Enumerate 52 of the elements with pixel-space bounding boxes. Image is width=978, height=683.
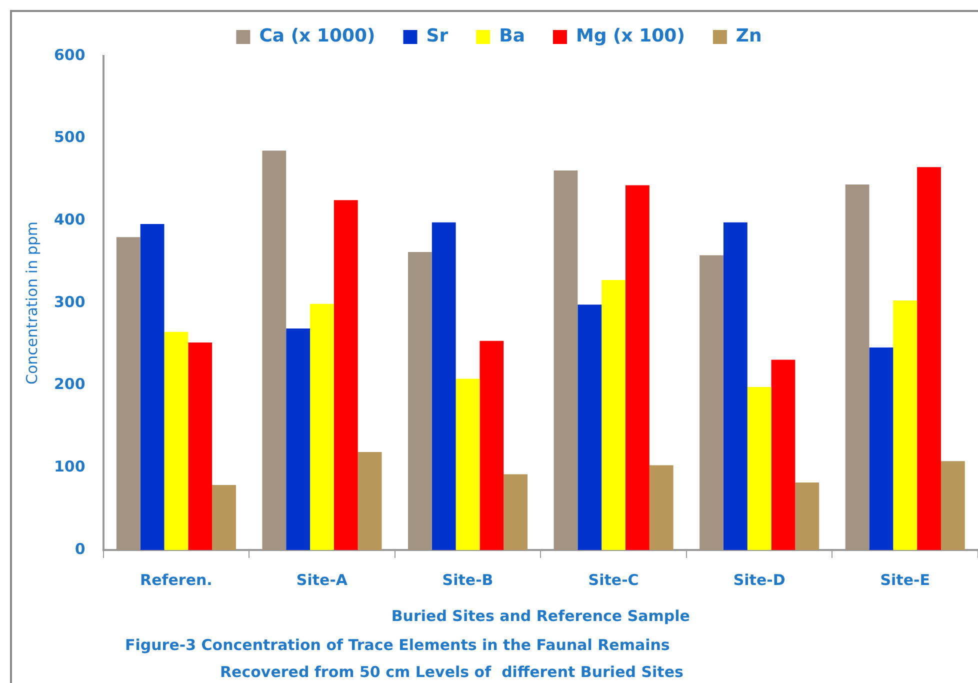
bar: [504, 474, 528, 550]
legend-label: Zn: [736, 26, 762, 47]
bar: [700, 255, 724, 550]
x-tick-label: Site-B: [442, 570, 494, 589]
x-tick-label: Referen.: [140, 570, 212, 589]
text: Figure-3 Concentration of Trace Elements in the Faunal Remains: [125, 636, 670, 654]
legend-label: Mg (x 100): [576, 26, 685, 47]
legend-label: Ba: [499, 26, 525, 47]
x-tick-label: Site-A: [296, 570, 348, 589]
bar: [869, 347, 894, 550]
bar: [334, 200, 358, 550]
x-tick-label: Site-C: [588, 570, 639, 589]
bar: [358, 452, 382, 550]
bar: [480, 340, 504, 550]
bar: [747, 386, 772, 550]
bar: [456, 378, 480, 550]
bar: [893, 300, 918, 550]
bar: [723, 222, 748, 550]
legend-label: Ca (x 1000): [259, 26, 376, 47]
bar: [164, 332, 188, 550]
y-axis-title: Concentration in ppm: [22, 222, 41, 384]
y-tick-label: 0: [74, 540, 86, 558]
bar: [188, 342, 212, 550]
bar: [408, 252, 432, 550]
bar: [432, 222, 456, 550]
x-tick-label: Site-E: [880, 570, 930, 589]
bar: [286, 328, 310, 550]
y-tick-label: 500: [54, 128, 86, 146]
bar: [795, 482, 820, 550]
text: Recovered from 50 cm Levels of different Buried Sites: [220, 663, 684, 681]
bar: [578, 304, 602, 550]
bar: [917, 167, 941, 550]
y-tick-label: 100: [54, 458, 86, 476]
y-tick-label: 200: [54, 375, 86, 394]
x-axis-title: Buried Sites and Reference Sample: [391, 606, 690, 625]
bar: [771, 360, 796, 550]
bar: [262, 150, 286, 550]
bar: [212, 484, 236, 550]
y-tick-label: 400: [54, 210, 86, 229]
bar: [310, 304, 334, 550]
bar: [554, 170, 578, 550]
bar: [940, 461, 965, 550]
bar: [140, 224, 164, 550]
bar: [649, 465, 674, 550]
y-tick-label: 600: [54, 46, 86, 64]
bar: [116, 237, 140, 550]
y-tick-label: 300: [54, 292, 86, 311]
bar: [602, 280, 626, 550]
bar: [845, 184, 870, 550]
x-tick-label: Site-D: [733, 570, 786, 589]
bar: [626, 185, 650, 550]
legend-label: Sr: [426, 26, 448, 47]
